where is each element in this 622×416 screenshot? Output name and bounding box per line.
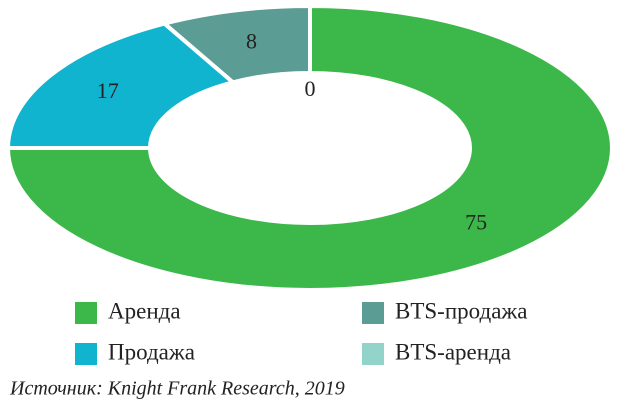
- legend-label: BTS-продажа: [395, 298, 528, 323]
- legend-label: Аренда: [108, 298, 181, 323]
- slice: [5, 3, 614, 292]
- legend-swatch: [75, 343, 97, 365]
- value-label: 75: [465, 209, 487, 234]
- legend-swatch: [362, 302, 384, 324]
- value-label: 0: [305, 76, 316, 101]
- value-label: 17: [97, 78, 119, 103]
- donut: 75 17 8 0: [5, 3, 614, 292]
- source: Источник: Knight Frank Research, 2019: [9, 378, 345, 400]
- legend-label: Продажа: [108, 339, 195, 364]
- legend-swatch: [75, 302, 97, 324]
- legend-swatch: [362, 343, 384, 365]
- value-label: 8: [246, 28, 257, 53]
- slice: [160, 3, 312, 85]
- legend: Аренда Продажа BTS-продажа BTS-аренда: [75, 298, 528, 365]
- legend-label: BTS-аренда: [395, 339, 511, 364]
- slice: [5, 21, 238, 150]
